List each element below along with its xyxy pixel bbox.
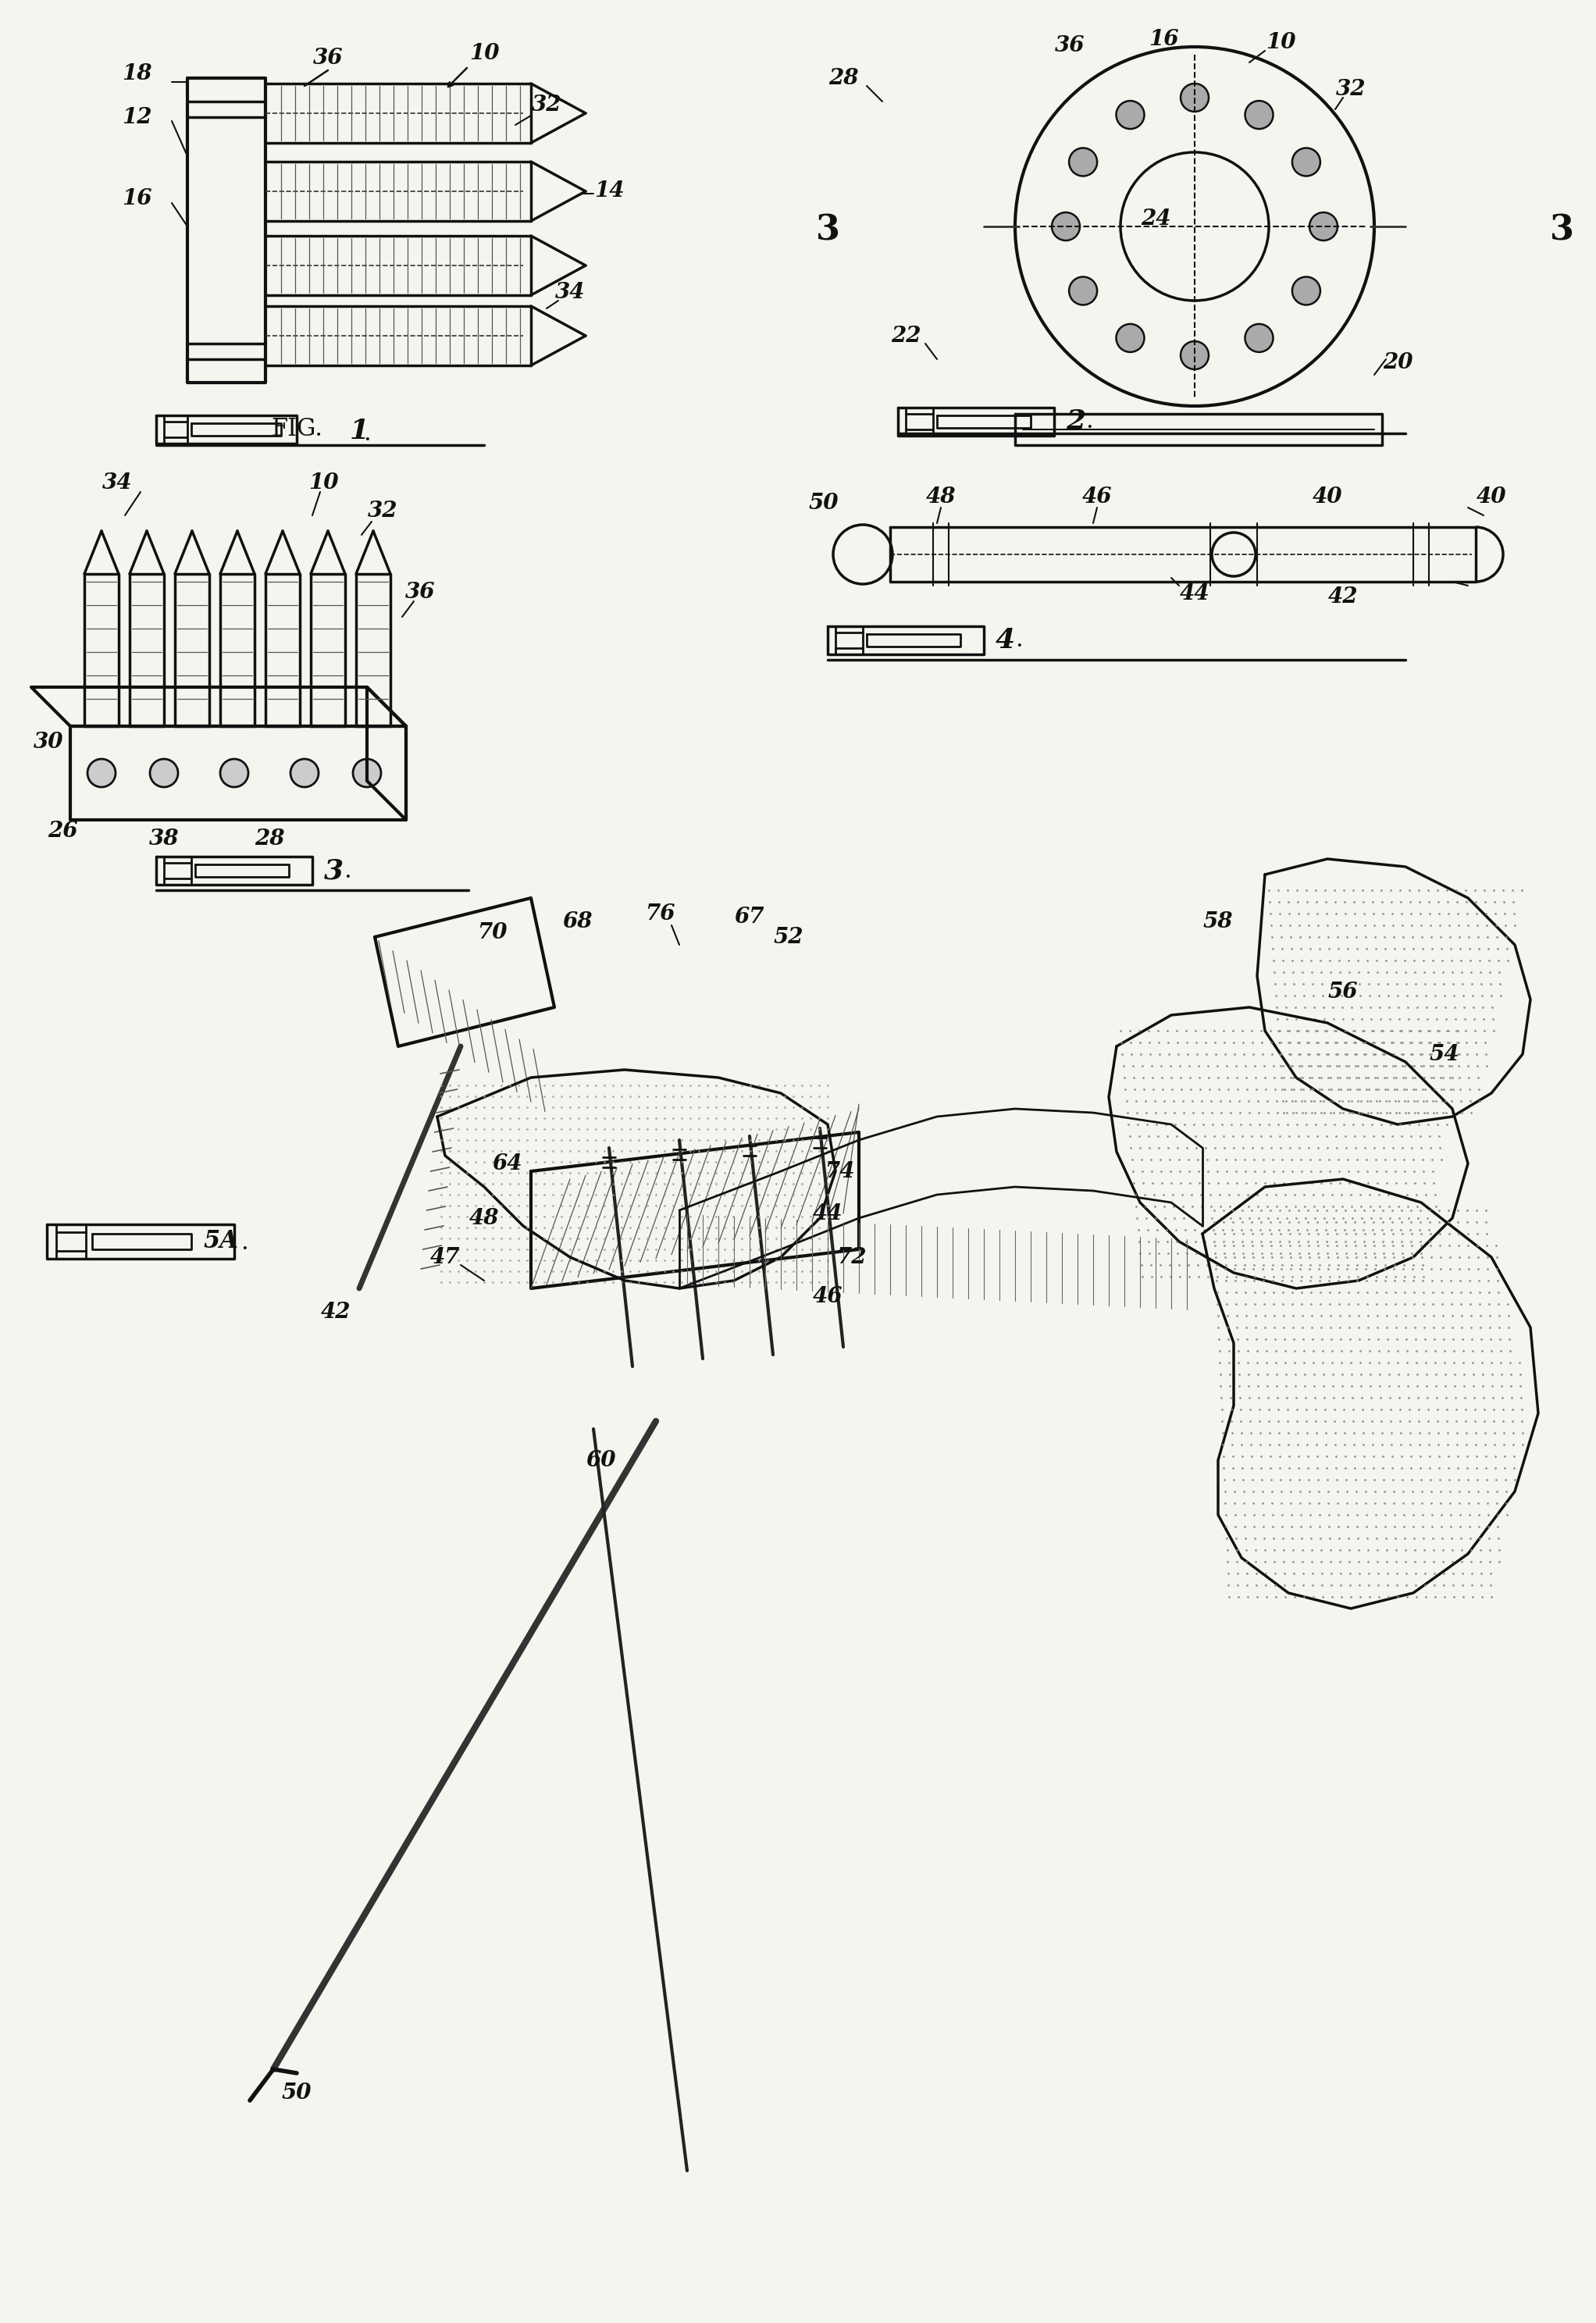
Text: 12: 12 — [123, 107, 152, 128]
Circle shape — [353, 760, 381, 787]
Text: 34: 34 — [102, 472, 132, 492]
Text: 36: 36 — [313, 49, 343, 70]
Text: .: . — [343, 860, 351, 883]
Text: 36: 36 — [405, 581, 436, 602]
Text: .: . — [1085, 409, 1093, 434]
Text: 24: 24 — [1141, 209, 1170, 230]
Circle shape — [1245, 100, 1274, 128]
Text: 2: 2 — [1066, 409, 1085, 434]
Text: 44: 44 — [812, 1203, 843, 1224]
Text: 28: 28 — [254, 829, 284, 850]
Text: 67: 67 — [734, 906, 764, 927]
Text: 58: 58 — [1203, 911, 1234, 932]
Text: 44: 44 — [1179, 583, 1210, 604]
Text: 70: 70 — [477, 922, 508, 943]
Text: 56: 56 — [1328, 980, 1358, 1001]
Text: 10: 10 — [308, 472, 338, 492]
Text: 16: 16 — [123, 188, 152, 209]
Text: 1: 1 — [350, 418, 369, 444]
Text: 10: 10 — [1266, 33, 1296, 53]
Text: 32: 32 — [367, 502, 397, 523]
Text: 26: 26 — [48, 820, 78, 843]
Circle shape — [1293, 276, 1320, 304]
Text: 40: 40 — [1476, 486, 1507, 506]
Text: 72: 72 — [836, 1247, 867, 1268]
Text: 50: 50 — [809, 492, 839, 513]
Text: 48: 48 — [926, 486, 956, 506]
Text: 5A: 5A — [203, 1229, 238, 1254]
Text: 64: 64 — [493, 1152, 522, 1173]
Text: .: . — [1015, 627, 1023, 653]
Circle shape — [1245, 323, 1274, 353]
Text: 46: 46 — [812, 1285, 843, 1308]
Text: 4: 4 — [996, 627, 1015, 653]
Text: 3: 3 — [816, 214, 839, 246]
Text: 28: 28 — [828, 67, 859, 88]
Circle shape — [88, 760, 115, 787]
Circle shape — [1181, 341, 1208, 369]
Circle shape — [1293, 149, 1320, 177]
Text: 68: 68 — [563, 911, 592, 932]
Text: 34: 34 — [555, 283, 586, 304]
Text: 32: 32 — [1336, 79, 1366, 100]
Text: 32: 32 — [531, 95, 562, 116]
Text: 36: 36 — [1055, 35, 1085, 56]
Circle shape — [1116, 100, 1144, 128]
Text: 42: 42 — [1328, 588, 1358, 609]
Text: 50: 50 — [281, 2081, 311, 2102]
Circle shape — [1069, 149, 1096, 177]
Circle shape — [150, 760, 179, 787]
Text: .: . — [241, 1231, 247, 1254]
Text: 18: 18 — [123, 63, 152, 84]
Text: 52: 52 — [774, 927, 804, 948]
Text: 3: 3 — [324, 857, 343, 885]
Circle shape — [220, 760, 249, 787]
Circle shape — [290, 760, 319, 787]
Text: 20: 20 — [1382, 353, 1412, 374]
Text: 76: 76 — [645, 904, 675, 925]
Circle shape — [1181, 84, 1208, 112]
Text: 16: 16 — [1149, 28, 1178, 49]
Text: 46: 46 — [1082, 486, 1112, 506]
Circle shape — [1116, 323, 1144, 353]
Text: 47: 47 — [429, 1247, 460, 1268]
Text: .: . — [364, 420, 370, 446]
Text: 38: 38 — [148, 829, 179, 850]
Text: 54: 54 — [1430, 1043, 1460, 1064]
Text: 60: 60 — [586, 1450, 616, 1470]
Text: 3: 3 — [1550, 214, 1574, 246]
Text: 48: 48 — [469, 1208, 500, 1229]
Circle shape — [1069, 276, 1096, 304]
Text: 10: 10 — [469, 42, 500, 63]
Text: 14: 14 — [594, 181, 624, 202]
Text: 40: 40 — [1312, 486, 1342, 506]
Text: FIG.: FIG. — [271, 418, 322, 441]
Text: 30: 30 — [34, 732, 64, 753]
Text: 22: 22 — [891, 325, 921, 346]
Text: 42: 42 — [321, 1301, 351, 1322]
Text: 74: 74 — [825, 1162, 854, 1182]
Circle shape — [1052, 211, 1080, 242]
Circle shape — [1309, 211, 1337, 242]
